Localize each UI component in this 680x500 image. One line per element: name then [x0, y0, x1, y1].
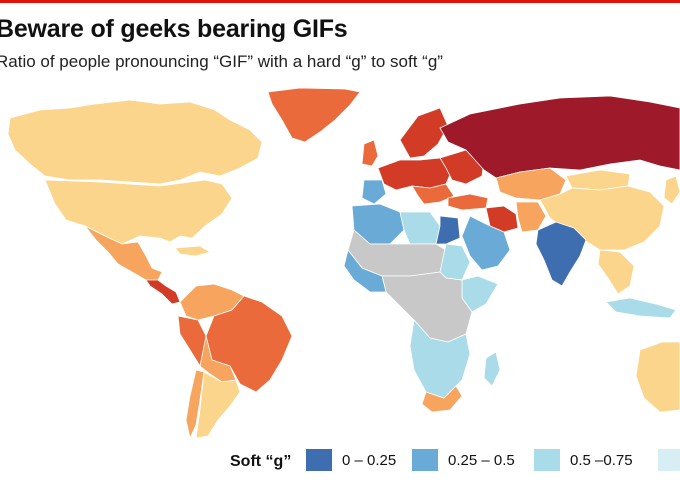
- russia: [439, 95, 680, 179]
- canada: [7, 99, 263, 185]
- scandinavia: [399, 107, 449, 159]
- legend-label: 0.25 – 0.5: [448, 452, 515, 469]
- legend-swatch: [306, 449, 332, 471]
- iberia: [361, 179, 387, 205]
- madagascar: [483, 351, 501, 387]
- greenland: [267, 87, 361, 143]
- chart-title: Beware of geeks bearing GIFs: [0, 15, 348, 43]
- southeast-asia: [597, 249, 635, 295]
- caribbean: [174, 245, 211, 257]
- top-rule: [0, 0, 680, 3]
- indonesia: [605, 297, 677, 319]
- india: [535, 221, 587, 287]
- legend-title: Soft “g”: [230, 453, 292, 470]
- southern-africa: [409, 319, 471, 399]
- egypt: [435, 215, 461, 245]
- australia: [635, 341, 680, 413]
- legend-label: 0.5 –0.75: [570, 452, 633, 469]
- argentina: [195, 371, 241, 439]
- libya: [399, 211, 441, 245]
- usa: [44, 179, 233, 245]
- arabian-peninsula: [461, 215, 511, 271]
- uk: [361, 139, 379, 167]
- world-map: [7, 87, 680, 440]
- central-america: [145, 279, 181, 305]
- mexico: [84, 225, 163, 281]
- legend-swatch: [658, 449, 680, 471]
- italy-balkans: [411, 183, 455, 205]
- sudan: [439, 243, 471, 281]
- legend-swatch: [412, 449, 438, 471]
- legend-swatch: [534, 449, 560, 471]
- west-africa: [343, 249, 387, 293]
- central-africa: [381, 271, 473, 343]
- legend-label: 0 – 0.25: [342, 452, 397, 469]
- afghanistan-pakistan: [515, 201, 547, 233]
- chart-subtitle: Ratio of people pronouncing “GIF” with a…: [0, 52, 443, 71]
- legend: Soft “g” 0 – 0.25 0.25 – 0.5 0.5 –0.75: [0, 440, 680, 500]
- south-africa: [421, 385, 463, 413]
- japan: [663, 175, 680, 205]
